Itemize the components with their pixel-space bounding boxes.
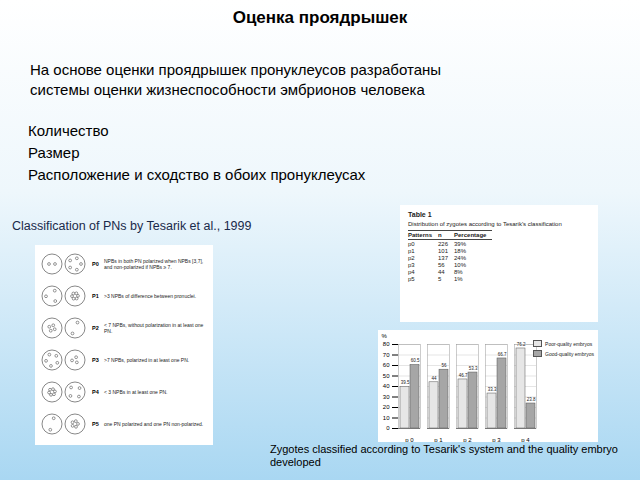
svg-text:%: % [382, 333, 388, 339]
html-text:Distribution of zygotes accord: Distribution of zygotes according to Tes… [408, 221, 562, 227]
svg-text:80: 80 [383, 341, 390, 347]
html-text:p3: p3 [408, 261, 415, 268]
html-text:P0: P0 [92, 261, 99, 267]
svg-text:76.2: 76.2 [516, 341, 526, 347]
svg-text:p 1: p 1 [434, 437, 443, 442]
svg-text:p 2: p 2 [463, 437, 472, 442]
html-text:Размер: Размер [28, 144, 80, 161]
svg-text:10: 10 [383, 415, 390, 421]
html-text:Poor-quality embryos: Poor-quality embryos [545, 340, 593, 347]
svg-text:60.5: 60.5 [411, 358, 420, 363]
html-text:Classification of PNs by Tesar: Classification of PNs by Tesarik et al.,… [12, 219, 252, 233]
svg-text:70: 70 [383, 352, 390, 358]
html-text:p5: p5 [408, 275, 415, 282]
html-text:< 3 NPBs in at least one PN.: < 3 NPBs in at least one PN. [104, 389, 168, 395]
html-text:18%: 18% [454, 247, 466, 254]
html-text:p1: p1 [408, 247, 415, 254]
html-text:p2: p2 [408, 254, 415, 261]
html-text:На основе оценки проядрышек пр: На основе оценки проядрышек пронуклеусов… [30, 61, 442, 78]
html-text:Percentage: Percentage [454, 232, 487, 238]
svg-text:53.3: 53.3 [469, 366, 478, 371]
html-text:NPBs in both PN polarized when: NPBs in both PN polarized when NPBs [3,7… [104, 258, 204, 270]
html-text:>7 NPBs, polarized in at least: >7 NPBs, polarized in at least one PN. [104, 357, 190, 363]
html-text:Zygotes classified according t: Zygotes classified according to Tesarik'… [270, 443, 618, 468]
html-text:44: 44 [438, 268, 445, 275]
html-text:системы оценки жизнеспособност: системы оценки жизнеспособности эмбрионо… [30, 81, 425, 98]
html-text:Good-quality embryos: Good-quality embryos [545, 350, 594, 357]
html-text:39%: 39% [454, 240, 466, 247]
html-text:p0: p0 [408, 240, 415, 247]
svg-text:p 0: p 0 [405, 437, 414, 442]
html-text:one PN polarized and one PN no: one PN polarized and one PN non-polarize… [104, 421, 204, 427]
html-text:Количество: Количество [28, 122, 109, 139]
svg-text:60: 60 [383, 362, 390, 368]
html-text:P1: P1 [92, 293, 99, 299]
svg-text:0: 0 [386, 425, 390, 431]
html-text:p4: p4 [408, 268, 415, 275]
html-text:226: 226 [438, 240, 448, 247]
html-text:Patterns: Patterns [408, 232, 432, 238]
html-text:1%: 1% [454, 275, 463, 282]
svg-text:40: 40 [383, 383, 390, 389]
svg-text:20: 20 [383, 404, 390, 410]
svg-text:23.8: 23.8 [527, 397, 536, 402]
html-text:56: 56 [438, 261, 445, 268]
svg-text:56: 56 [441, 363, 447, 368]
html-text:>3 NPBs of difference between: >3 NPBs of difference between pronuclei. [104, 293, 197, 299]
html-text:Расположение и сходство в обои: Расположение и сходство в обоих пронукле… [28, 166, 366, 183]
svg-text:p 3: p 3 [492, 437, 501, 442]
html-text:10%: 10% [454, 261, 466, 268]
svg-text:30: 30 [383, 394, 390, 400]
html-text:Table 1: Table 1 [408, 211, 432, 218]
html-text:n: n [438, 232, 442, 238]
html-text:8%: 8% [454, 268, 463, 275]
svg-text:50: 50 [383, 373, 390, 379]
svg-text:39.5: 39.5 [401, 380, 410, 385]
html-text:24%: 24% [454, 254, 466, 261]
html-text:137: 137 [438, 254, 448, 261]
html-text:5: 5 [438, 275, 442, 282]
svg-text:46.7: 46.7 [459, 373, 468, 378]
svg-text:44: 44 [431, 376, 437, 381]
html-text:Оценка проядрышек: Оценка проядрышек [232, 8, 408, 27]
svg-text:33.3: 33.3 [488, 387, 497, 392]
html-text:< 7 NPBs, without polarization: < 7 NPBs, without polarization in at lea… [104, 322, 204, 334]
svg-text:p 4: p 4 [521, 437, 530, 442]
html-text:P4: P4 [92, 389, 99, 395]
svg-text:66.7: 66.7 [498, 352, 507, 357]
html-text:P3: P3 [92, 357, 99, 363]
html-text:P2: P2 [92, 325, 99, 331]
html-text:101: 101 [438, 247, 448, 254]
html-text:P5: P5 [92, 421, 99, 427]
